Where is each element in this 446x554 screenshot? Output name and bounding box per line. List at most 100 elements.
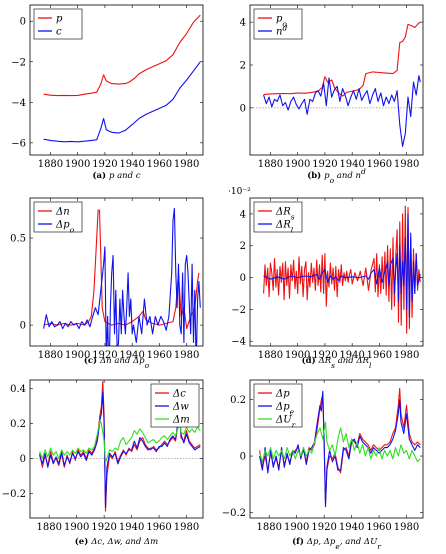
x-tick-label: 1960 bbox=[366, 522, 391, 533]
y-tick-label: 4 bbox=[240, 18, 246, 29]
x-tick-label: 1880 bbox=[256, 522, 281, 533]
x-tick-label: 1980 bbox=[394, 522, 419, 533]
y-axis-multiplier: ·10⁻² bbox=[228, 187, 251, 197]
x-tick-label: 1880 bbox=[258, 350, 283, 361]
legend: pc bbox=[33, 8, 83, 40]
y-tick-label: 4 bbox=[240, 209, 246, 220]
x-tick-label: 1880 bbox=[38, 350, 63, 361]
series-line-e-1 bbox=[39, 391, 201, 509]
legend-label: nd bbox=[276, 23, 287, 38]
legend-label: po bbox=[276, 14, 287, 29]
plot-frame bbox=[29, 197, 204, 347]
x-tick-label: 1940 bbox=[119, 522, 144, 533]
y-tick-label: 0.2 bbox=[10, 419, 26, 430]
legend-label: Δc bbox=[172, 389, 186, 400]
series-line-a-0 bbox=[43, 14, 201, 97]
legend-label: Δpe bbox=[275, 402, 295, 417]
legend-box bbox=[253, 201, 303, 233]
x-tick-label: 1960 bbox=[367, 350, 392, 361]
legend-label: Δw bbox=[172, 402, 189, 413]
y-tick-label: 0.4 bbox=[10, 384, 26, 395]
x-tick-label: 1980 bbox=[394, 350, 419, 361]
y-tick-label: 0.5 bbox=[10, 234, 26, 245]
series-line-d-1 bbox=[263, 213, 421, 318]
x-tick-label: 1940 bbox=[339, 350, 364, 361]
x-tick-label: 1900 bbox=[284, 522, 309, 533]
x-tick-label: 1980 bbox=[394, 159, 419, 170]
x-tick-label: 1900 bbox=[285, 350, 310, 361]
chart-panel-d: 1880 1900 1920 1940 1960 1980420−2−4·10⁻²ΔRsΔ… bbox=[228, 187, 424, 370]
x-tick-label: 1920 bbox=[312, 159, 337, 170]
x-tick-label: 1920 bbox=[92, 159, 117, 170]
x-tick-label: 1940 bbox=[119, 159, 144, 170]
chart-panel-a: 1880 1900 1920 1940 1960 1980 0 −2 −4 −6 pc (a) p a… bbox=[11, 4, 204, 181]
series-line-d-0 bbox=[263, 205, 421, 334]
y-tick-label: −6 bbox=[11, 138, 26, 149]
x-tick-label: 1920 bbox=[92, 350, 117, 361]
legend-label: Δn bbox=[55, 207, 70, 218]
x-tick-label: 1920 bbox=[91, 522, 116, 533]
x-tick-label: 1880 bbox=[36, 522, 61, 533]
x-tick-label: 1900 bbox=[65, 350, 90, 361]
panel-caption: (f) Δp, Δpe, and ΔUr bbox=[292, 536, 381, 550]
x-tick-label: 1920 bbox=[311, 522, 336, 533]
legend-label: c bbox=[56, 27, 62, 38]
y-tick-label: −0.2 bbox=[222, 508, 246, 519]
chart-panel-c: 1880 1900 1920 1940 1960 1980 0.5 0 Δn Δpo (c) Δn … bbox=[10, 197, 204, 370]
x-tick-label: 1960 bbox=[147, 350, 172, 361]
series-line-e-2 bbox=[39, 419, 201, 463]
y-tick-label: 0 bbox=[240, 273, 246, 284]
chart-panel-f: 1880 1900 1920 1940 1960 1980 0.2 0 −0.2 Δp ΔpeΔUr… bbox=[222, 379, 424, 551]
panel-caption: (e) Δc, Δw, and Δm bbox=[75, 536, 158, 547]
x-tick-label: 1900 bbox=[285, 159, 310, 170]
series-line-f-1 bbox=[259, 390, 421, 508]
panel-caption: (b) po and nd bbox=[307, 167, 366, 185]
y-tick-label: 2 bbox=[240, 241, 246, 252]
legend-box bbox=[33, 8, 83, 40]
x-tick-label: 1960 bbox=[146, 522, 171, 533]
panel-caption: (a) p and c bbox=[92, 170, 140, 181]
legend-label: Δm bbox=[172, 415, 190, 426]
legend-label: ΔRl bbox=[275, 220, 294, 235]
plot-frame bbox=[249, 379, 424, 519]
series-line-b-1 bbox=[263, 75, 421, 147]
chart-panel-e: 1880 1900 1920 1940 1960 19800.40.20−0.2ΔcΔwΔ… bbox=[2, 379, 204, 547]
x-tick-label: 1940 bbox=[119, 350, 144, 361]
series-line-f-2 bbox=[259, 421, 421, 463]
x-tick-label: 1880 bbox=[258, 159, 283, 170]
x-tick-label: 1880 bbox=[38, 159, 63, 170]
y-tick-label: −2 bbox=[231, 305, 246, 316]
legend-label: ΔUr bbox=[275, 415, 296, 430]
x-tick-label: 1980 bbox=[174, 522, 199, 533]
y-tick-label: 2 bbox=[240, 61, 246, 72]
x-tick-label: 1940 bbox=[339, 522, 364, 533]
x-tick-label: 1980 bbox=[174, 350, 199, 361]
panel-caption: (d) ΔRs and ΔRl bbox=[302, 355, 372, 370]
y-tick-label: −2 bbox=[11, 57, 26, 68]
legend-label: ΔRs bbox=[275, 207, 295, 222]
x-tick-label: 1960 bbox=[147, 159, 172, 170]
series-line-b-0 bbox=[263, 21, 421, 97]
x-tick-label: 1940 bbox=[339, 159, 364, 170]
x-tick-label: 1980 bbox=[174, 159, 199, 170]
x-tick-label: 1900 bbox=[65, 159, 90, 170]
y-tick-label: 0 bbox=[240, 452, 246, 463]
y-tick-label: 0.2 bbox=[230, 395, 246, 406]
y-tick-label: 0 bbox=[20, 17, 26, 28]
legend: Δc Δw Δm bbox=[150, 383, 200, 428]
legend: Δn Δpo bbox=[33, 201, 83, 234]
plot-frame bbox=[29, 379, 204, 519]
plot-frame bbox=[249, 197, 424, 347]
y-tick-label: 0 bbox=[240, 103, 246, 114]
x-tick-label: 1960 bbox=[367, 159, 392, 170]
series-line-c-1 bbox=[43, 207, 201, 346]
panel-caption: (c) Δn and Δpo bbox=[84, 355, 150, 370]
plot-frame bbox=[249, 4, 424, 156]
y-tick-label: 0 bbox=[20, 321, 26, 332]
legend-box bbox=[33, 201, 83, 233]
